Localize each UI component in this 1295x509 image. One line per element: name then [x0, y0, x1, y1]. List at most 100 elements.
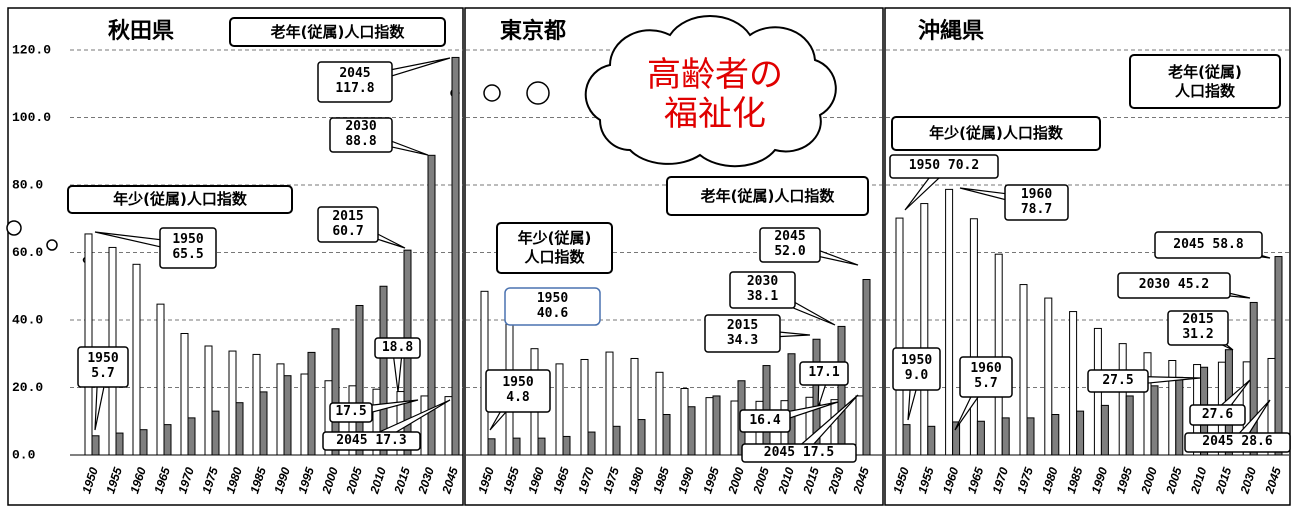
bar — [1002, 418, 1009, 455]
annotation: 2015 31.2 — [1168, 311, 1228, 345]
x-tick-label: 1970 — [990, 465, 1012, 495]
bar — [421, 396, 428, 455]
x-tick-label: 1975 — [1014, 465, 1036, 495]
bar — [205, 346, 212, 455]
bar — [140, 430, 147, 455]
bar — [928, 426, 935, 455]
annotation-frame: 18.8 — [375, 338, 420, 358]
bar — [157, 304, 164, 455]
x-tick-label: 2005 — [750, 465, 772, 496]
annotation: 2030 88.8 — [330, 118, 392, 152]
annotation-frame: 27.5 — [1088, 370, 1148, 392]
annotation: 1950 65.5 — [160, 228, 216, 268]
bar — [1045, 298, 1052, 455]
bar — [181, 334, 188, 456]
annotation-frame: 17.1 — [800, 362, 848, 385]
bar — [946, 189, 953, 455]
chart-title: 東京都 — [500, 18, 566, 44]
chart-title: 沖縄県 — [918, 19, 984, 44]
bar — [1070, 312, 1077, 455]
x-tick-label: 1985 — [650, 465, 672, 495]
y-tick-label: 40.0 — [12, 312, 43, 327]
x-tick-label: 1960 — [127, 465, 149, 495]
chart-title: 秋田県 — [108, 19, 174, 44]
x-tick-label: 1970 — [575, 465, 597, 495]
cloud-text: 高齢者の 福祉化 — [610, 40, 820, 150]
x-tick-label: 1990 — [271, 465, 293, 495]
x-tick-label: 1975 — [600, 465, 622, 495]
y-tick-label: 80.0 — [12, 177, 43, 192]
x-tick-label: 1960 — [525, 465, 547, 495]
x-tick-label: 1980 — [1039, 465, 1061, 495]
x-tick-label: 2015 — [1212, 465, 1234, 496]
x-tick-label: 1995 — [295, 465, 317, 495]
x-tick-label: 2000 — [319, 465, 341, 496]
bar — [1169, 361, 1176, 456]
bar — [970, 219, 977, 455]
bar — [513, 438, 520, 455]
bar — [133, 264, 140, 455]
annotation-frame: 1960 5.7 — [960, 357, 1012, 397]
legend-label-frame: 老年(従属)人口指数 — [1130, 55, 1280, 108]
x-tick-label: 1950 — [475, 465, 497, 495]
y-tick-label: 60.0 — [12, 245, 43, 260]
legend-label-frame: 年少(従属)人口指数 — [68, 186, 292, 213]
legend-label: 年少(従属)人口指数 — [892, 117, 1100, 150]
bar — [445, 397, 452, 455]
x-tick-label: 2005 — [343, 465, 365, 496]
annotation: 1950 40.6 — [505, 288, 600, 325]
y-tick-label: 100.0 — [12, 110, 51, 125]
annotation: 1950 4.8 — [486, 370, 550, 412]
annotation-frame: 16.4 — [740, 410, 790, 432]
x-tick-label: 1990 — [675, 465, 697, 495]
x-tick-label: 2010 — [367, 465, 389, 496]
bar — [284, 376, 291, 455]
bar — [663, 415, 670, 456]
bar — [308, 352, 315, 455]
x-tick-label: 1975 — [199, 465, 221, 495]
bar — [638, 420, 645, 455]
x-tick-label: 1965 — [151, 465, 173, 495]
x-tick-label: 1955 — [103, 465, 125, 495]
bar — [903, 425, 910, 455]
bar — [116, 433, 123, 455]
bar — [706, 398, 713, 455]
annotation-frame: 2030 38.1 — [730, 272, 795, 308]
bar — [1052, 415, 1059, 456]
legend-label-frame: 老年(従属)人口指数 — [230, 18, 445, 46]
annotation: 2030 45.2 — [1118, 273, 1230, 298]
x-tick-label: 1950 — [79, 465, 101, 495]
annotation: 17.5 — [330, 403, 372, 422]
annotation: 1960 78.7 — [1005, 185, 1068, 220]
bar — [212, 411, 219, 455]
annotation: 2045 28.6 — [1185, 433, 1290, 452]
x-tick-label: 2045 — [1262, 465, 1284, 496]
annotation: 16.4 — [740, 410, 790, 432]
annotation: 2045 17.3 — [323, 432, 420, 450]
legend-label: 老年(従属)人口指数 — [230, 18, 445, 46]
bar — [688, 407, 695, 455]
annotation-frame: 27.6 — [1190, 405, 1245, 425]
y-tick-label: 0.0 — [12, 447, 36, 462]
bar — [1119, 344, 1126, 455]
annotation: 2045 117.8 — [318, 62, 392, 102]
annotation-frame: 2030 45.2 — [1118, 273, 1230, 298]
annotation-frame: 2045 52.0 — [760, 228, 820, 262]
legend-label: 老年(従属)人口指数 — [667, 177, 868, 215]
annotation: 1960 5.7 — [960, 357, 1012, 397]
bar — [788, 354, 795, 455]
bar — [1126, 396, 1133, 455]
bar — [713, 396, 720, 455]
x-tick-label: 2015 — [800, 465, 822, 496]
x-tick-label: 1985 — [247, 465, 269, 495]
x-tick-label: 1965 — [550, 465, 572, 495]
x-tick-label: 1980 — [625, 465, 647, 495]
annotation: 1950 5.7 — [78, 347, 128, 387]
annotation: 2015 34.3 — [705, 315, 780, 352]
bar — [681, 389, 688, 455]
annotation: 2045 17.5 — [742, 444, 856, 462]
bar — [856, 396, 863, 455]
annotation-frame: 2045 17.5 — [742, 444, 856, 462]
cloud-text-frame: 高齢者の 福祉化 — [610, 40, 820, 150]
bar — [488, 439, 495, 455]
